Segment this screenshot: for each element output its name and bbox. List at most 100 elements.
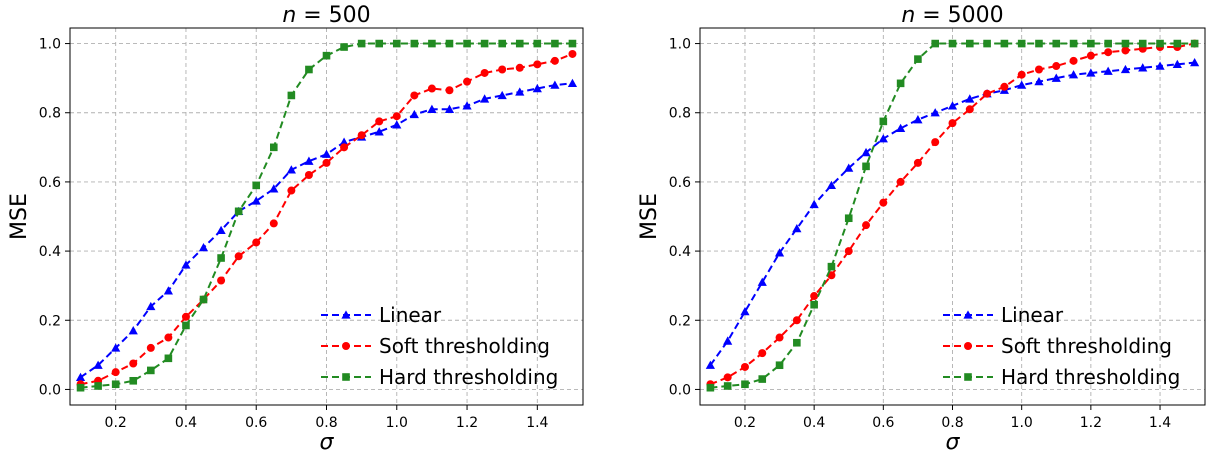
- legend-label: Soft thresholding: [379, 334, 550, 358]
- hard-thresholding-point: [758, 375, 767, 383]
- linear-point: [809, 199, 819, 209]
- y-tick-label: 0.8: [669, 106, 691, 122]
- soft-thresholding-point: [896, 177, 905, 186]
- soft-thresholding-point: [723, 373, 732, 382]
- y-tick-label: 1.0: [39, 37, 61, 53]
- hard-thresholding-point: [147, 366, 155, 375]
- y-tick-label: 1.0: [669, 37, 691, 53]
- legend-label: Hard thresholding: [1001, 365, 1180, 389]
- x-tick-label: 1.4: [1149, 415, 1171, 431]
- x-tick-label: 0.6: [245, 415, 267, 431]
- linear-point: [111, 343, 121, 352]
- hard-thresholding-point: [1035, 39, 1043, 48]
- linear-point: [947, 101, 958, 110]
- linear-point: [286, 165, 296, 174]
- y-tick-label: 0.8: [39, 106, 61, 122]
- soft-thresholding-point: [111, 368, 120, 377]
- soft-thresholding-point: [129, 359, 138, 368]
- x-tick-label: 0.6: [872, 415, 894, 431]
- hard-thresholding-point: [199, 295, 208, 304]
- hard-thresholding-point: [498, 39, 506, 48]
- linear-point: [339, 137, 349, 146]
- hard-thresholding-point: [551, 39, 559, 48]
- linear-point: [965, 94, 975, 103]
- legend-item-soft-thresholding: Soft thresholding: [943, 334, 1172, 358]
- linear-point: [163, 286, 173, 295]
- y-tick-label: 0.0: [669, 382, 691, 398]
- hard-thresholding-point: [445, 39, 454, 48]
- linear-point: [532, 83, 542, 93]
- legend-soft-thresholding-point: [342, 342, 350, 350]
- linear-point: [913, 115, 923, 124]
- x-tick-label: 0.2: [734, 415, 756, 431]
- linear-point: [740, 307, 750, 316]
- linear-point: [181, 260, 191, 269]
- y-tick-label: 0.2: [669, 313, 691, 329]
- soft-thresholding-point: [758, 349, 767, 358]
- hard-thresholding-point: [287, 91, 296, 100]
- linear-point: [1172, 59, 1182, 68]
- series-line-soft-thresholding: [710, 42, 1195, 386]
- x-tick-label: 0.8: [941, 415, 963, 431]
- hard-thresholding-point: [706, 383, 715, 392]
- soft-thresholding-point: [445, 86, 454, 95]
- linear-point: [844, 163, 854, 172]
- linear-point: [128, 326, 138, 335]
- linear-point: [723, 336, 733, 345]
- linear-point: [462, 101, 472, 110]
- hard-thresholding-point: [1000, 39, 1009, 48]
- hard-thresholding-point: [392, 39, 401, 48]
- soft-thresholding-point: [533, 60, 542, 69]
- soft-thresholding-point: [252, 238, 261, 247]
- legend-item-linear: Linear: [943, 303, 1064, 327]
- linear-point: [774, 248, 785, 257]
- soft-thresholding-point: [568, 49, 577, 58]
- hard-thresholding-point: [1104, 39, 1112, 48]
- hard-thresholding-point: [357, 39, 366, 48]
- soft-thresholding-point: [740, 362, 749, 371]
- chart-title-value: = 5000: [915, 3, 1003, 28]
- hard-thresholding-point: [1087, 39, 1095, 48]
- legend-item-soft-thresholding: Soft thresholding: [321, 334, 550, 358]
- y-tick-label: 0.4: [669, 244, 691, 260]
- legend-label: Linear: [1001, 303, 1064, 327]
- hard-thresholding-point: [965, 39, 974, 48]
- linear-point: [1155, 61, 1165, 70]
- linear-point: [427, 104, 437, 113]
- linear-point: [444, 104, 455, 113]
- hard-thresholding-point: [322, 51, 331, 60]
- soft-thresholding-point: [340, 143, 349, 152]
- y-tick-label: 0.6: [39, 175, 61, 191]
- linear-point: [146, 301, 156, 311]
- linear-point: [861, 147, 871, 157]
- soft-thresholding-point: [550, 56, 559, 65]
- hard-thresholding-point: [1156, 39, 1164, 48]
- linear-point: [1120, 64, 1131, 74]
- hard-thresholding-point: [182, 321, 190, 330]
- linear-point: [567, 78, 578, 88]
- series-soft-thresholding: [706, 39, 1199, 389]
- soft-thresholding-point: [480, 68, 489, 77]
- legend-label: Linear: [379, 303, 442, 327]
- linear-point: [550, 80, 560, 89]
- soft-thresholding-point: [1034, 65, 1043, 74]
- hard-thresholding-point: [463, 39, 471, 48]
- legend-hard-thresholding-point: [342, 373, 350, 381]
- soft-thresholding-point: [775, 333, 784, 342]
- linear-point: [497, 90, 507, 100]
- soft-thresholding-point: [844, 247, 853, 256]
- soft-thresholding-point: [1121, 46, 1130, 55]
- hard-thresholding-point: [252, 181, 261, 190]
- chart-title-variable: n: [282, 3, 296, 28]
- chart-title: n = 5000: [901, 3, 1003, 28]
- chart-title: n = 500: [282, 3, 370, 28]
- linear-point: [792, 224, 802, 233]
- series-line-soft-thresholding: [80, 53, 573, 386]
- hard-thresholding-point: [810, 300, 818, 309]
- hard-thresholding-point: [827, 262, 836, 271]
- legend-linear-point: [341, 310, 351, 319]
- hard-thresholding-point: [948, 39, 957, 48]
- legend-item-hard-thresholding: Hard thresholding: [321, 365, 558, 389]
- hard-thresholding-point: [234, 207, 243, 216]
- linear-point: [198, 243, 209, 252]
